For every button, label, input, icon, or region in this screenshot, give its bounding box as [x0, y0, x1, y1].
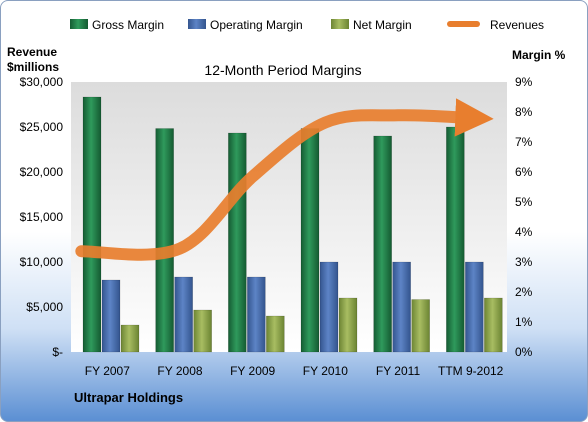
operating-margin-bar — [247, 276, 266, 353]
left-axis-title-line1: Revenue — [7, 45, 57, 59]
left-tick-label: $15,000 — [20, 210, 64, 224]
right-tick-label: 3% — [515, 255, 533, 269]
gross-margin-bar — [155, 128, 174, 353]
left-tick-label: $30,000 — [20, 75, 64, 89]
left-tick-label: $5,000 — [26, 300, 63, 314]
gross-margin-bar — [446, 126, 465, 353]
net-margin-bar — [120, 324, 140, 353]
operating-margin-bar — [392, 261, 411, 353]
right-tick-label: 2% — [515, 285, 533, 299]
right-tick-label: 1% — [515, 315, 533, 329]
gross-margin-bar — [300, 128, 320, 353]
right-tick-label: 9% — [515, 75, 533, 89]
right-tick-label: 6% — [515, 165, 533, 179]
legend-swatch-gross-margin — [70, 19, 88, 29]
right-axis: 0% 1% 2% 3% 4% 5% 6% 7% 8% 9% — [515, 75, 533, 359]
legend-label-revenues: Revenues — [490, 18, 544, 32]
operating-margin-bar — [465, 261, 484, 353]
operating-margin-bar — [319, 261, 339, 353]
bars — [82, 96, 503, 353]
chart-title: 12-Month Period Margins — [204, 62, 361, 78]
plot-area — [71, 82, 507, 352]
category-label: FY 2010 — [303, 364, 348, 378]
net-margin-bar — [266, 315, 285, 353]
left-tick-label: $- — [52, 345, 63, 359]
category-axis: FY 2007 FY 2008 FY 2009 FY 2010 FY 2011 TTM 9… — [85, 364, 504, 378]
left-tick-label: $25,000 — [20, 120, 64, 134]
legend: Gross Margin Operating Margin Net Margin… — [70, 18, 544, 32]
right-tick-label: 8% — [515, 105, 533, 119]
left-tick-label: $20,000 — [20, 165, 64, 179]
net-margin-bar — [338, 297, 358, 353]
legend-label-gross-margin: Gross Margin — [92, 18, 164, 32]
legend-label-net-margin: Net Margin — [353, 18, 412, 32]
legend-swatch-operating-margin — [188, 19, 206, 29]
category-label: FY 2007 — [85, 364, 130, 378]
gross-margin-bar — [373, 135, 392, 353]
revenues-line-group — [75, 98, 494, 261]
category-label: FY 2011 — [376, 364, 421, 378]
operating-margin-bar — [174, 276, 193, 353]
category-label: TTM 9-2012 — [438, 364, 504, 378]
right-tick-label: 5% — [515, 195, 533, 209]
gross-margin-bar — [228, 132, 247, 353]
net-margin-bar — [193, 309, 212, 353]
revenues-line — [75, 98, 494, 261]
right-tick-label: 0% — [515, 345, 533, 359]
company-name: Ultrapar Holdings — [74, 390, 183, 405]
gross-margin-bar — [82, 96, 102, 353]
right-tick-label: 4% — [515, 225, 533, 239]
right-tick-label: 7% — [515, 135, 533, 149]
operating-margin-bar — [101, 279, 121, 353]
legend-label-operating-margin: Operating Margin — [210, 18, 303, 32]
net-margin-bar — [411, 299, 430, 353]
net-margin-bar — [484, 297, 503, 353]
left-axis: $- $5,000 $10,000 $15,000 $20,000 $25,000 $30,… — [20, 75, 64, 359]
category-label: FY 2008 — [157, 364, 202, 378]
category-label: FY 2009 — [230, 364, 275, 378]
left-tick-label: $10,000 — [20, 255, 64, 269]
right-axis-title: Margin % — [512, 48, 566, 62]
legend-swatch-net-margin — [331, 19, 349, 29]
left-axis-title-line2: $millions — [7, 60, 59, 74]
